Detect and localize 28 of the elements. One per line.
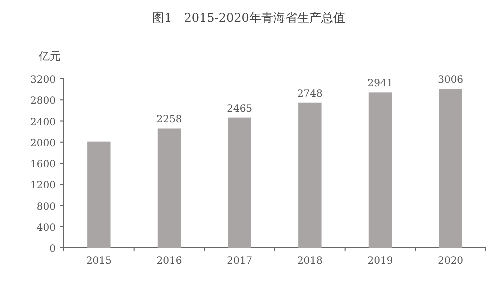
x-tick-label: 2019 (368, 256, 394, 267)
y-tick-label: 2400 (30, 117, 56, 128)
y-tick-label: 3200 (30, 75, 56, 86)
x-tick-label: 2018 (297, 256, 323, 267)
y-tick-label: 800 (36, 202, 56, 213)
data-label: 2941 (368, 78, 394, 90)
bar (88, 142, 111, 248)
y-tick-label: 1200 (30, 180, 56, 192)
bar (439, 89, 462, 248)
y-tick-label: 2000 (30, 138, 56, 150)
y-axis-title: 亿元 (38, 50, 61, 63)
data-label: 3006 (438, 75, 464, 86)
data-label: 2748 (297, 88, 323, 100)
y-tick-label: 0 (50, 244, 56, 255)
y-tick-label: 2800 (30, 96, 56, 108)
chart-title: 图1 2015-2020年青海省生产总值 (152, 11, 346, 25)
y-tick-label: 400 (36, 222, 56, 234)
bar (158, 128, 182, 248)
data-label: 2258 (156, 114, 182, 126)
bar (298, 102, 322, 248)
x-tick-label: 2020 (438, 256, 464, 267)
x-tick-label: 2016 (156, 256, 182, 267)
x-tick-label: 2017 (227, 256, 253, 267)
bar (228, 118, 252, 248)
y-tick-label: 1600 (30, 160, 56, 170)
x-tick-label: 2015 (86, 256, 112, 267)
bar (368, 92, 392, 248)
data-label: 2465 (227, 104, 253, 115)
